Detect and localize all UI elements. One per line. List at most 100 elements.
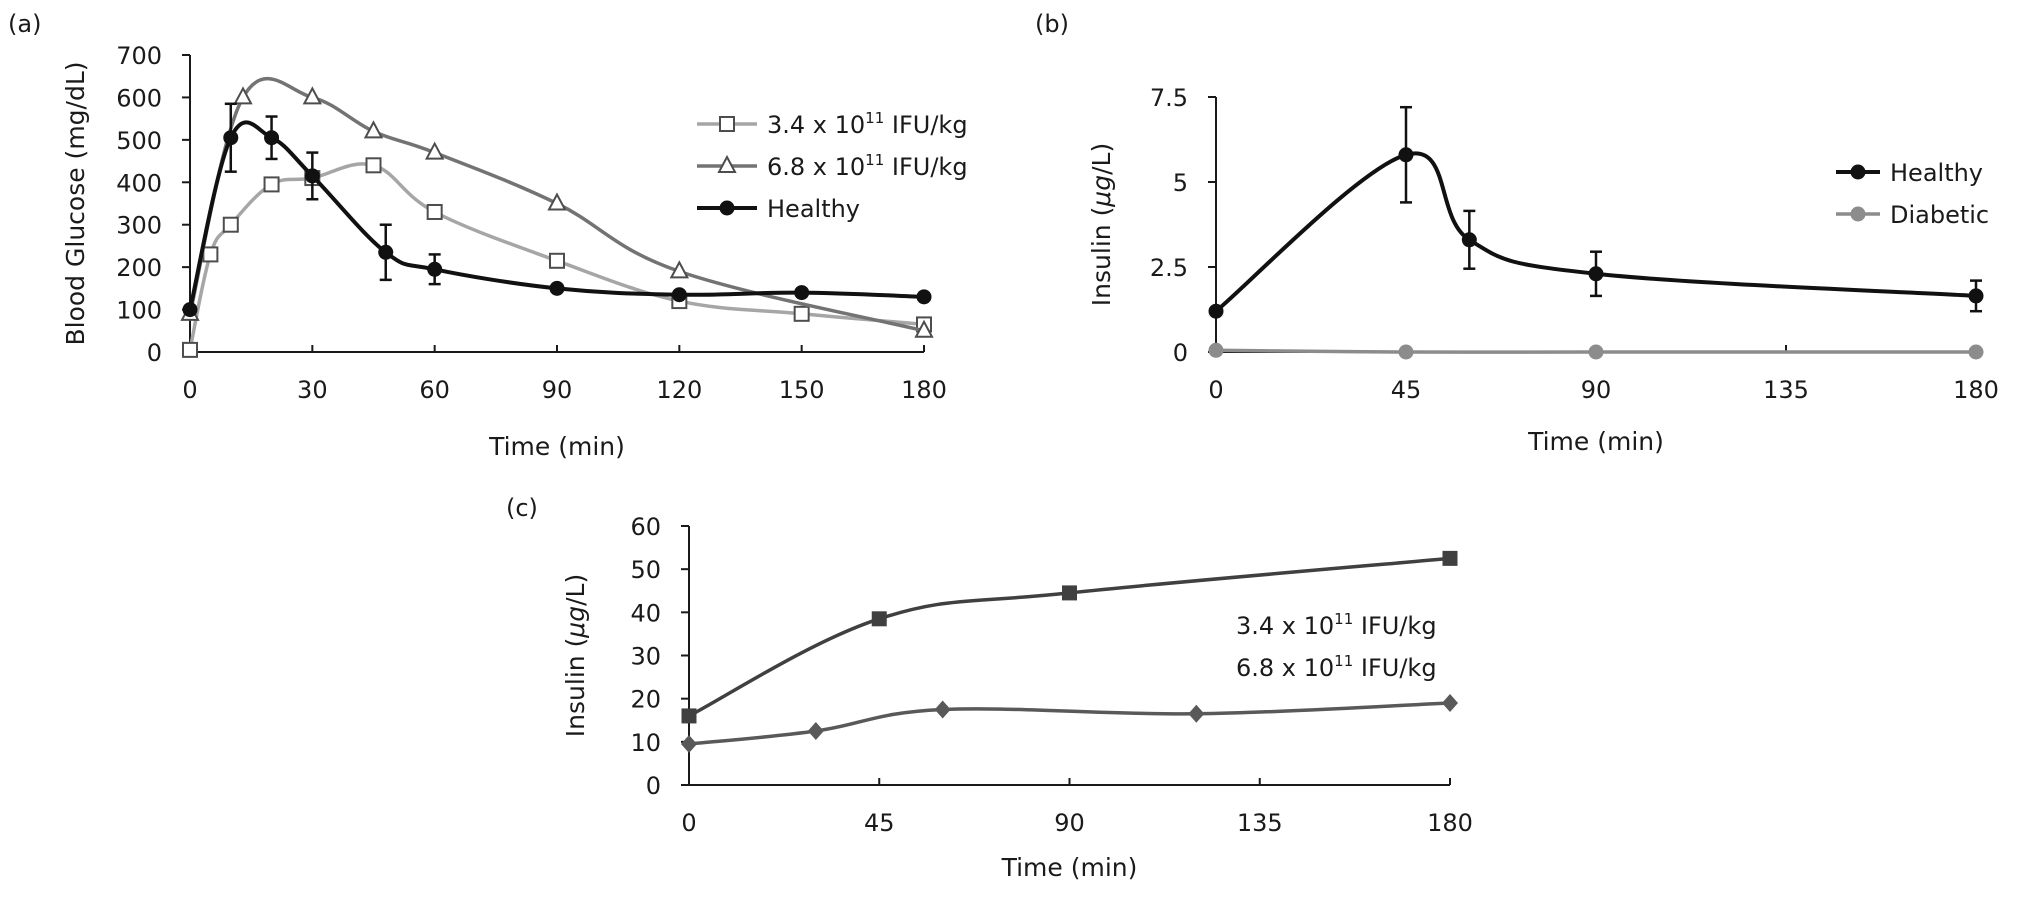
legend-label: Diabetic [1890, 201, 1989, 229]
series-line [688, 556, 1451, 718]
y-tick-label: 7.5 [1150, 84, 1188, 112]
data-point [934, 700, 951, 719]
legend-label-sup: 11 [865, 151, 884, 169]
data-point [914, 319, 934, 338]
x-tick-label: 90 [542, 376, 573, 404]
data-point [793, 305, 810, 322]
data-point [794, 285, 810, 301]
y-tick-label: 500 [116, 127, 162, 155]
legend-label-name: Healthy [767, 195, 860, 223]
y-tick-label: 600 [116, 84, 162, 112]
y-tick-label: 0 [147, 339, 162, 367]
x-tick-label: 90 [1581, 376, 1612, 404]
x-tick-label: 180 [1427, 809, 1473, 837]
legend-label-suffix: IFU/kg [884, 111, 967, 139]
data-point [1208, 342, 1224, 358]
y-tick-label: 10 [630, 729, 661, 757]
x-tick-label: 60 [419, 376, 450, 404]
data-point [916, 289, 932, 305]
panel-label: (c) [506, 494, 538, 522]
y-tick-label: 60 [630, 513, 661, 541]
legend-label: Healthy [1890, 159, 1983, 187]
data-point [669, 260, 689, 279]
data-point [1461, 232, 1477, 248]
legend-label-name: 6.8 x 10 [767, 153, 865, 181]
data-point [1968, 344, 1984, 360]
series-line [1215, 348, 1976, 354]
y-tick-label: 20 [630, 686, 661, 714]
chart-panel-2: (b) 0 45 90 135 180 0 2.5 5 7.5 Time (min) Insulin … [1035, 10, 1999, 456]
y-axis-title-part: /L) [1087, 143, 1116, 175]
data-point [549, 280, 565, 296]
data-point [1188, 704, 1205, 723]
data-point [681, 708, 697, 724]
data-point [363, 120, 384, 139]
data-point [424, 141, 445, 160]
panel-label: (b) [1035, 10, 1069, 38]
x-tick-label: 180 [1953, 376, 1999, 404]
y-tick-label: 200 [116, 254, 162, 282]
legend-label-name: 3.4 x 10 [767, 111, 865, 139]
x-axis-title: Time (min) [1001, 853, 1138, 882]
y-tick-label: 30 [630, 643, 661, 671]
series-line [188, 120, 925, 311]
x-tick-label: 45 [1391, 376, 1422, 404]
y-axis-title: Blood Glucose (mg/dL) [61, 61, 90, 345]
data-point [1398, 344, 1414, 360]
data-point [1208, 303, 1224, 319]
data-point [871, 611, 887, 627]
x-tick-label: 135 [1763, 376, 1809, 404]
data-point [807, 722, 824, 741]
data-point [365, 157, 382, 174]
y-axis-title-unit: μg [1087, 175, 1116, 208]
y-axis-title-part: Insulin ( [561, 638, 590, 738]
data-point [263, 176, 280, 193]
y-axis-title: Insulin (μg/L) [561, 574, 590, 737]
data-point [182, 302, 198, 318]
legend-label-name: Diabetic [1890, 201, 1989, 229]
y-axis-title-part: Insulin ( [1087, 207, 1116, 307]
data-point [1442, 550, 1458, 566]
data-point [426, 203, 443, 220]
data-point [1398, 147, 1414, 163]
legend-label-name: 6.8 x 10 [1236, 654, 1334, 682]
y-tick-label: 5 [1173, 169, 1188, 197]
y-tick-label: 400 [116, 169, 162, 197]
data-point [1442, 693, 1458, 712]
data-point [222, 216, 239, 233]
y-tick-label: 50 [630, 556, 661, 584]
x-tick-label: 0 [1208, 376, 1223, 404]
y-axis-title-unit: μg [561, 606, 590, 639]
legend-label-name: 3.4 x 10 [1236, 612, 1334, 640]
x-tick-label: 135 [1237, 809, 1283, 837]
legend-label-suffix: IFU/kg [1353, 612, 1436, 640]
legend-marker [719, 116, 735, 132]
data-point [223, 130, 239, 146]
data-point [264, 130, 280, 146]
x-tick-label: 120 [656, 376, 702, 404]
y-axis-title-part: /L) [561, 574, 590, 606]
legend-label: 6.8 x 1011 IFU/kg [1236, 652, 1437, 682]
data-point [1062, 585, 1077, 601]
data-point [1968, 288, 1984, 304]
legend-label: 3.4 x 1011 IFU/kg [767, 109, 968, 139]
legend-marker [1850, 164, 1866, 180]
data-point [302, 86, 323, 105]
x-tick-label: 0 [681, 809, 696, 837]
x-tick-label: 30 [297, 376, 328, 404]
panel-label: (a) [8, 10, 41, 38]
x-tick-label: 45 [864, 809, 895, 837]
data-point [681, 734, 697, 753]
data-point [202, 246, 219, 263]
legend-label-sup: 11 [1334, 652, 1353, 670]
legend-label: 6.8 x 1011 IFU/kg [767, 151, 968, 181]
x-tick-label: 90 [1054, 809, 1085, 837]
legend-marker [717, 154, 737, 173]
y-tick-label: 0 [646, 772, 661, 800]
x-tick-label: 150 [779, 376, 825, 404]
data-point [1588, 266, 1604, 282]
x-tick-label: 0 [182, 376, 197, 404]
y-tick-label: 0 [1173, 339, 1188, 367]
legend-label: 3.4 x 1011 IFU/kg [1236, 610, 1437, 640]
data-point [427, 261, 443, 277]
